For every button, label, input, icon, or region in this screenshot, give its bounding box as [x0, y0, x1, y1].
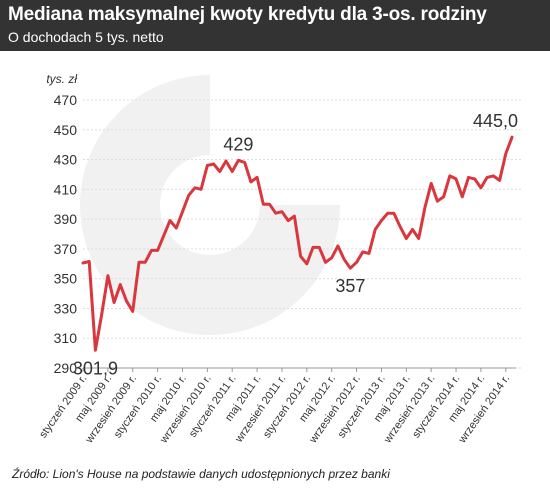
watermark-logo: [80, 75, 340, 335]
y-tick-label: 470: [54, 92, 78, 108]
source-note: Źródło: Lion's House na podstawie danych…: [12, 467, 390, 481]
y-tick-label: 330: [54, 300, 78, 316]
y-tick-label: 310: [54, 330, 78, 346]
y-tick-label: 410: [54, 181, 78, 197]
y-tick-label: 290: [54, 360, 78, 376]
y-tick-label: 430: [54, 152, 78, 168]
series-line: [81, 135, 514, 352]
y-tick-label: 450: [54, 122, 78, 138]
data-label: 357: [335, 276, 365, 296]
y-axis-label: tys. zł: [46, 72, 77, 86]
data-label: 301,9: [73, 358, 118, 378]
y-tick-label: 390: [54, 211, 78, 227]
y-tick-label: 350: [54, 271, 78, 287]
chart-title: Mediana maksymalnej kwoty kredytu dla 3-…: [8, 4, 487, 25]
y-tick-label: 370: [54, 241, 78, 257]
chart-header: Mediana maksymalnej kwoty kredytu dla 3-…: [0, 0, 550, 51]
data-label: 445,0: [473, 111, 518, 131]
chart-subtitle: O dochodach 5 tys. netto: [8, 29, 164, 45]
data-label: 429: [223, 134, 253, 154]
